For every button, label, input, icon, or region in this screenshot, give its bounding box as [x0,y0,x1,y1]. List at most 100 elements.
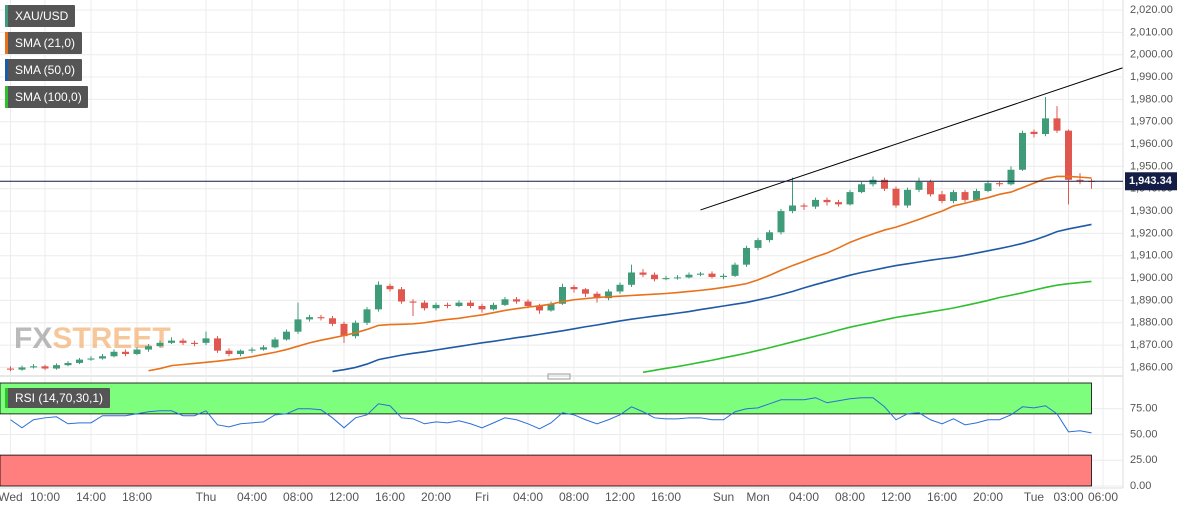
legend-swatch [5,388,8,408]
candle-body [547,303,555,311]
y-tick-label: 1,950.00 [1130,160,1173,172]
legend-swatch [5,32,8,54]
y-tick-label: 1,930.00 [1130,205,1173,217]
candle-body [398,289,405,302]
x-tick-label: 08:00 [559,490,589,504]
candle-body [639,272,647,275]
legend-label: RSI (14,70,30,1) [15,391,103,405]
candle-body [271,339,279,348]
candle-body [7,368,14,370]
y-tick-label: 2,000.00 [1130,49,1173,61]
indicator-line [332,223,1092,373]
candle-body [99,356,106,359]
candle-body [559,287,566,304]
x-tick-label: 03:00 [1053,490,1083,504]
x-tick-label: 16:00 [927,490,957,504]
legend-box[interactable] [5,86,88,108]
x-tick-label: 16:00 [651,490,681,504]
legend-swatch [5,5,8,27]
candle-body [1042,118,1049,135]
legend-swatch [5,86,8,108]
y-tick-label: 2,020.00 [1130,4,1173,16]
x-tick-label: 12:00 [605,490,635,504]
candle-body [800,205,808,207]
x-tick-label: 06:00 [1088,490,1118,504]
candle-body [490,304,497,310]
y-tick-label: 75.00 [1130,403,1158,415]
candle-body [881,179,888,189]
legend-box[interactable] [5,388,110,408]
x-tick-label: 14:00 [76,490,106,504]
candle-body [536,305,543,311]
candle-body [731,264,739,276]
x-tick-label: 10:00 [30,490,60,504]
watermark-fx: FX [14,322,52,355]
candle-body [754,240,762,248]
x-tick-label: Sun [713,490,734,504]
legend-box[interactable] [5,59,82,81]
candle-body [950,192,957,202]
candle-body [846,192,854,205]
candle-body [444,304,451,306]
candle-body [570,287,578,290]
x-tick-label: 04:00 [513,490,543,504]
legend-label: SMA (21,0) [15,36,75,50]
candle-body [869,179,877,185]
candle-body [191,342,198,344]
candle-body [110,351,118,357]
candle-body [708,273,716,277]
candle-body [777,211,785,233]
legend-box[interactable] [5,5,75,27]
candle-body [616,284,624,292]
y-tick-label: 1,880.00 [1130,317,1173,329]
price-pane [0,67,1123,373]
candle-body [697,273,704,275]
legend-label: XAU/USD [15,9,69,23]
candle-body [248,349,256,351]
candle-body [651,274,658,280]
candle-body [1007,169,1015,185]
watermark-street: STREET [52,322,170,355]
candle-body [214,338,221,351]
candle-body [122,351,129,355]
candle-body [904,189,911,206]
candle-body [145,346,152,350]
y-tick-label: 25.00 [1130,454,1158,466]
x-tick-label: 20:00 [973,490,1003,504]
candle-body [674,277,681,279]
y-tick-label: 1,980.00 [1130,93,1173,105]
legend-label: SMA (100,0) [15,90,82,104]
candle-body [41,366,49,369]
candle-body [1019,132,1026,170]
last-price-box [1125,172,1177,191]
candle-body [1065,130,1072,180]
indicator-line [642,280,1092,373]
candle-body [984,183,992,191]
candle-body [961,192,969,200]
x-tick-label: 08:00 [835,490,865,504]
candle-body [30,366,37,368]
candle-body [501,299,509,305]
legend-box[interactable] [5,32,82,54]
candle-body [478,305,486,310]
x-tick-label: 04:00 [789,490,819,504]
candle-body [225,350,233,355]
y-tick-label: 0.00 [1130,480,1151,492]
y-tick-label: 1,900.00 [1130,272,1173,284]
candle-body [294,319,302,332]
candle-body [467,302,474,306]
last-price-label: 1,943.34 [1129,175,1173,187]
rsi-zone [0,454,1092,487]
x-tick-label: Tue [1024,490,1045,504]
candle-body [329,318,336,324]
candle-body [812,199,819,207]
candle-body [743,247,750,265]
pane-resize-handle[interactable] [547,373,571,380]
candle-body [260,347,267,350]
legend: XAU/USD SMA (21,0) SMA (50,0) SMA (100,0) RS… [5,5,110,408]
legend-swatch [5,59,8,81]
candle-body [605,291,612,299]
candle-body [179,340,187,343]
candle-body [363,309,371,323]
candle-body [858,184,865,193]
